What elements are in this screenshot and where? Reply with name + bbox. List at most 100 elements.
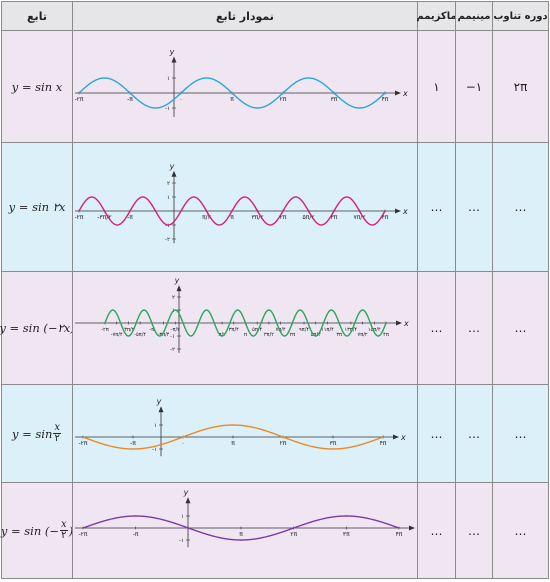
x-tick-label: -۳π/۲ [122,327,134,333]
x-tick-label: ۳π [331,214,338,221]
y-tick-label: -۱ [165,223,170,229]
period-cell-3: … [492,271,549,385]
x-tick-label: ۳π/۲ [264,332,274,338]
y-axis-letter: y [169,162,175,171]
y-axis-arrow [171,170,177,177]
minimum-cell-3: … [455,271,493,385]
x-tick-label: π [230,214,234,221]
x-tick-label: -π [130,440,136,447]
x-tick-label: ۳π/۲ [251,214,263,221]
y-tick-label: ۲ [167,181,170,187]
x-tick-label: π [231,440,235,447]
function-formula: y = sin x [11,79,63,94]
x-tick-label: ۰ [187,531,190,538]
y-tick-label: -۱ [170,334,175,340]
x-tick-label: -π [149,327,154,333]
x-tick-label: -۲π [75,214,84,221]
sine-curve [78,196,386,226]
y-axis-arrow [158,406,164,413]
x-tick-label: ۲π [280,96,287,103]
graph-svg: x y ۲ ۱ -۱ -۲ -۲π -۳π/۲ -π π/۲ π ۳π/۲ ۲π ۵π/۲ ۳π ۷π/۲ ۴π [75,162,408,244]
x-tick-label: -۳π/۲ [97,214,111,221]
x-axis-letter: x [403,319,409,328]
x-tick-label: ۳π [343,531,350,538]
maximum-cell-5: … [417,482,456,579]
maximum-cell-3: … [417,271,456,385]
y-tick-label: ۲ [172,295,175,301]
sine-curve [82,424,384,450]
function-cell-1: y = sin x [1,30,73,143]
x-tick-label: ۵π/۲ [302,214,314,221]
fraction-denominator: ۲ [61,530,67,541]
y-axis-letter: y [156,397,162,406]
function-cell-3: y = sin (−۲x) [0,271,75,385]
maximum-cell-4: … [417,384,456,483]
function-cell-2: y = sin ۲x [1,142,73,272]
x-tick-label: -π/۲ [171,327,180,333]
x-tick-label: ۹π/۴ [299,327,309,333]
x-tick-label: -۵π/۴ [134,332,146,338]
minimum-cell-2: … [455,142,493,272]
x-tick-label: π/۲ [218,332,226,338]
x-tick-label: -π [127,96,133,103]
x-tick-label: ۰ [179,96,182,103]
x-axis-letter: x [400,433,406,442]
x-axis-arrow [395,90,401,96]
x-tick-label: -π [133,531,139,538]
sine-curve [78,77,386,109]
header-minimum: مینیمم [455,1,493,31]
x-tick-label: ۷π/۴ [276,327,286,333]
x-tick-label: ۳π [330,440,337,447]
minimum-cell-5: … [455,482,493,579]
y-axis-letter: y [169,48,175,57]
period-cell-1: ۲π [492,30,549,143]
y-axis-arrow [176,285,182,292]
graph-cell-3: x y ۲ ۱ -۱ -۲ -۲π -۷π/۴ -۳π/۲ -۵π/۴ -π -۳π/۴ -π/۲ π/۲… [72,271,418,385]
y-axis-arrow [185,497,191,504]
header-maximum: ماکزیمم [416,1,457,31]
y-tick-label: ۱ [181,514,184,520]
x-tick-label: ۲π [289,332,295,338]
x-tick-label: ۰ [181,440,184,447]
x-tick-label: ۵π/۴ [252,327,262,333]
fraction-numerator: x [60,519,68,531]
x-tick-label: ۱۵π/۴ [368,327,381,333]
x-tick-label: ۵π/۲ [311,332,321,338]
x-tick-label: ۲π [280,440,287,447]
sine-curve [104,309,387,337]
x-tick-label: ۴π [380,440,387,447]
x-tick-label: -۲π [79,440,88,447]
period-cell-5: … [492,482,549,579]
x-axis-arrow [409,525,415,531]
y-tick-label: -۱ [179,538,184,544]
x-tick-label: ۲π [290,531,297,538]
graph-svg: xy۲۱-۱-۲-۲π-۷π/۴-۳π/۲-۵π/۴-π-۳π/۴-π/۲π/۲… [75,276,409,353]
x-tick-label: -۷π/۴ [111,332,123,338]
x-tick-label: -π [127,214,133,221]
x-axis-arrow [393,434,399,440]
x-axis-arrow [396,320,402,326]
graph-cell-4: x y ۱ -۱ -۲π -π ۰ π ۲π ۳π ۴π [72,384,418,483]
y-tick-label: -۱ [165,106,170,112]
x-tick-label: ۷π/۲ [358,332,368,338]
header-function: تابع [1,1,73,31]
period-cell-2: … [492,142,549,272]
x-axis-letter: x [402,89,408,98]
x-tick-label: π [239,531,243,538]
x-tick-label: ۲π [280,214,287,221]
x-axis-arrow [395,208,401,214]
y-axis-letter: y [183,488,189,497]
x-tick-label: ۴π [382,214,389,221]
period-cell-4: … [492,384,549,483]
x-tick-label: -۲π [79,531,88,538]
x-tick-label: -۳π/۴ [158,332,170,338]
y-tick-label: ۱ [167,76,170,82]
x-tick-label: ۳π [331,96,338,103]
